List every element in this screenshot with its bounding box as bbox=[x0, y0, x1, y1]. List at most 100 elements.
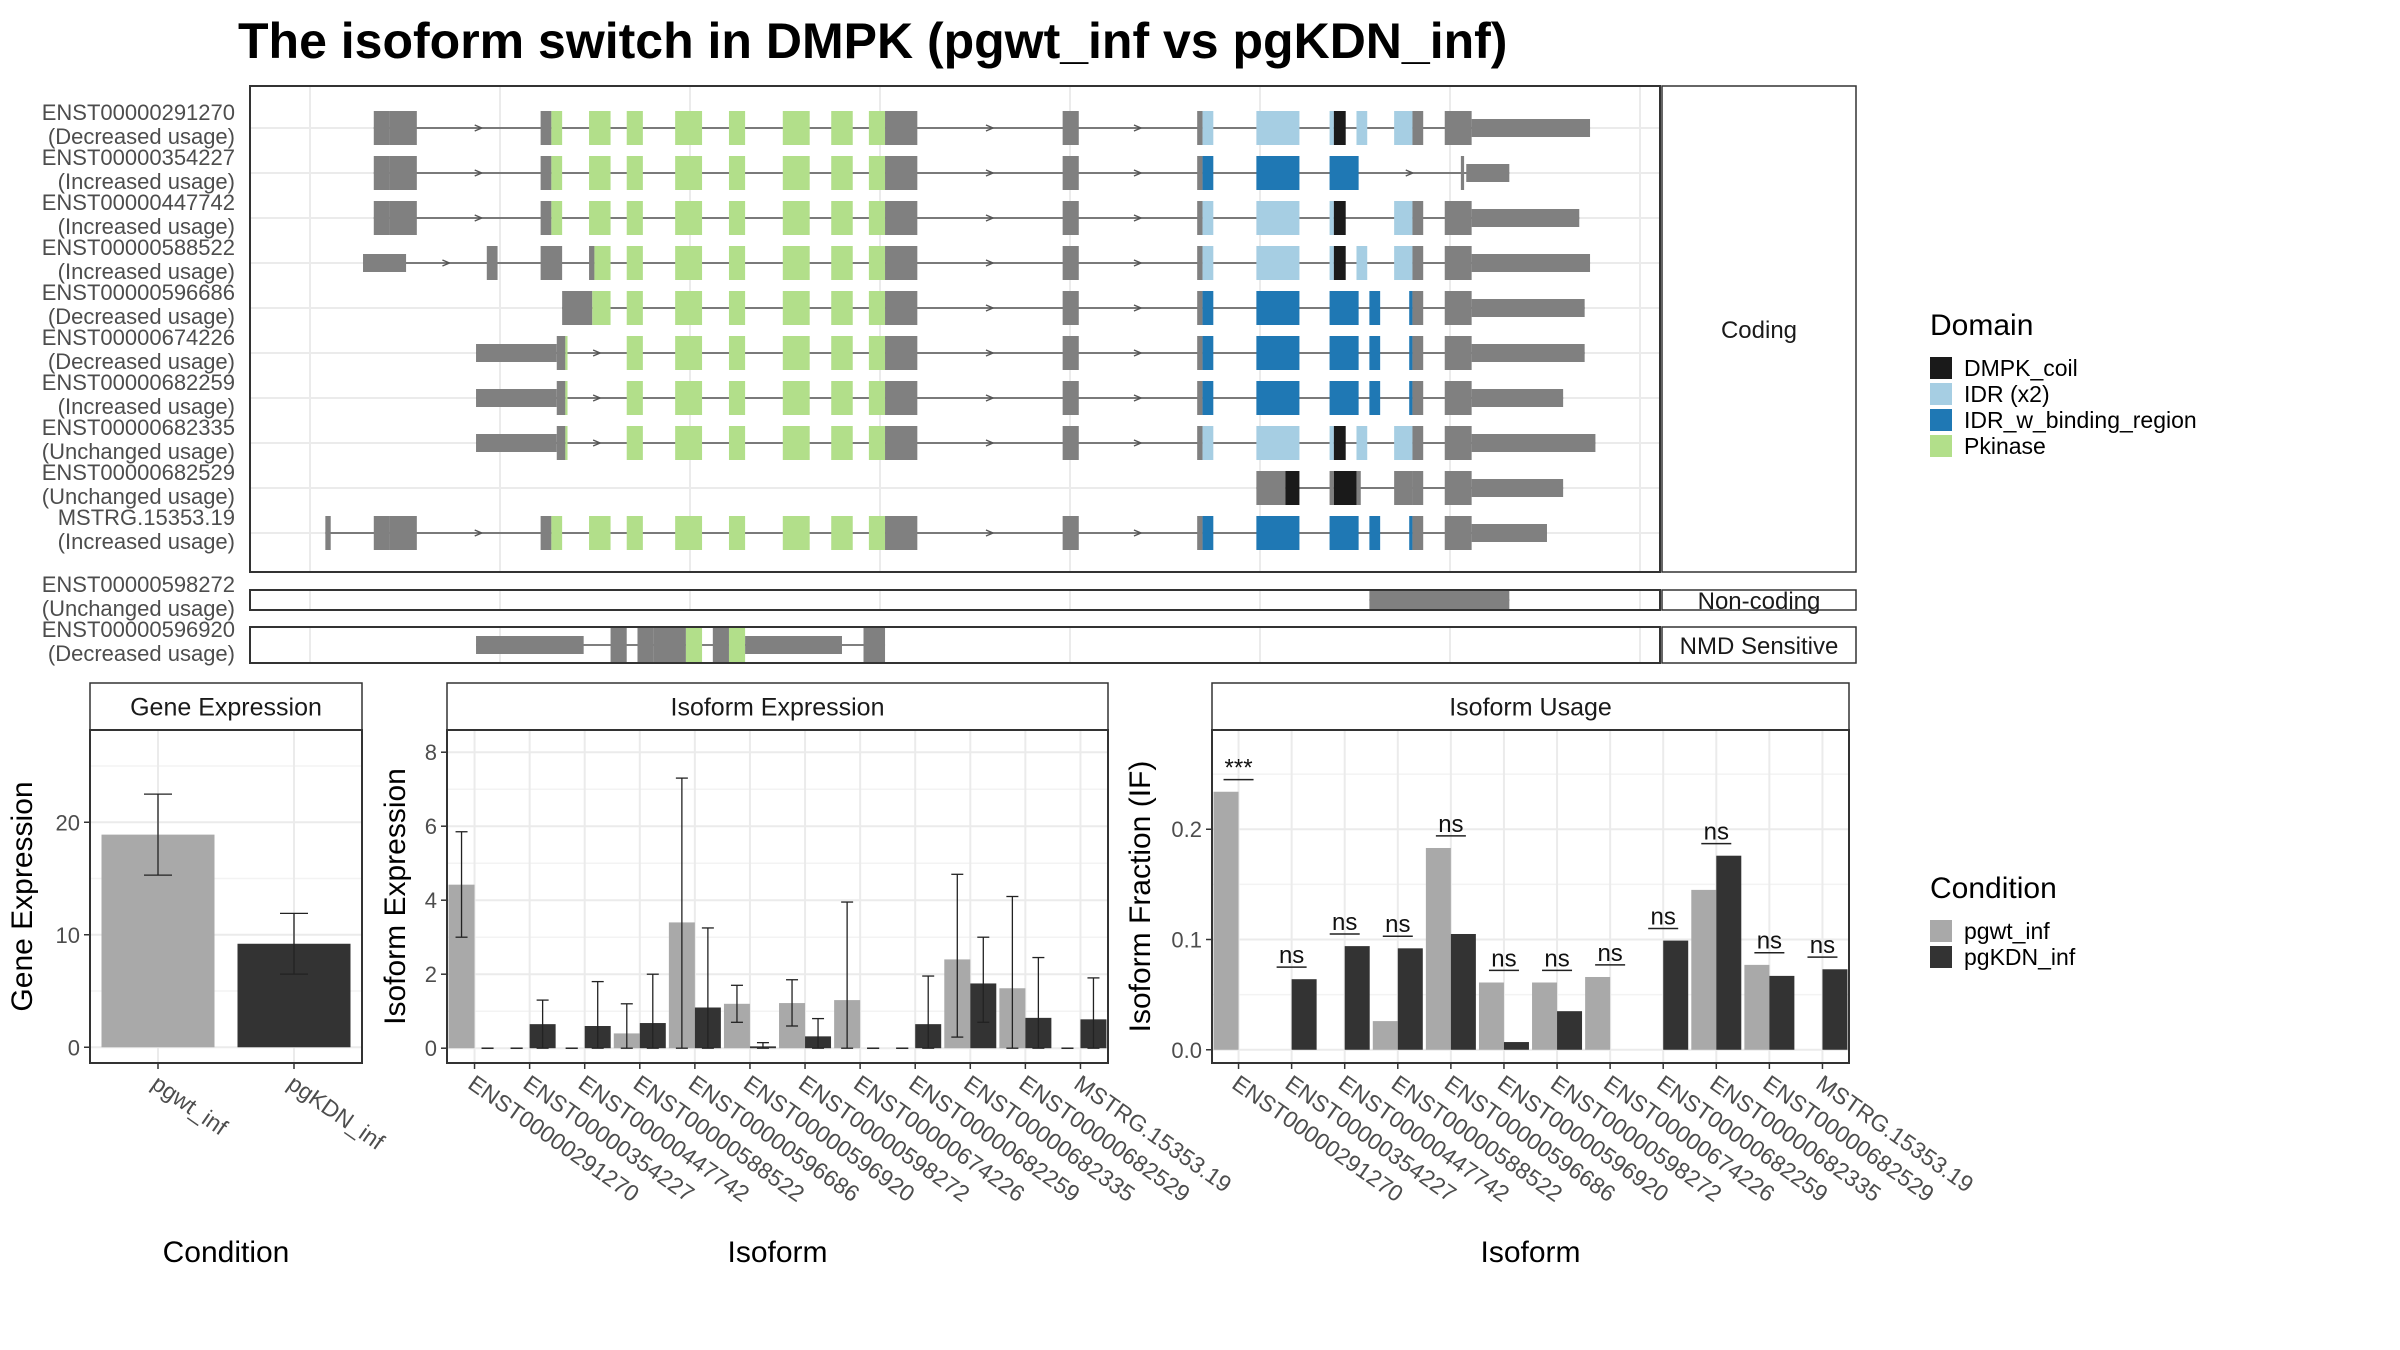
exon-block bbox=[885, 336, 918, 370]
exon-block bbox=[1197, 516, 1203, 550]
exon-block bbox=[476, 344, 557, 362]
exon-block bbox=[885, 291, 918, 325]
exon-block bbox=[1062, 291, 1079, 325]
legend-key bbox=[1930, 435, 1952, 457]
exon-block bbox=[1412, 381, 1424, 415]
significance-label: ns bbox=[1597, 940, 1622, 967]
intron-arrow bbox=[1405, 169, 1415, 177]
exon-block bbox=[1202, 201, 1214, 235]
exon-block bbox=[389, 156, 417, 190]
exon-block bbox=[1394, 246, 1413, 280]
transcript-usage-label: (Increased usage) bbox=[58, 529, 235, 554]
exon-block bbox=[728, 246, 746, 280]
exon-block bbox=[728, 291, 746, 325]
exon-block bbox=[1471, 524, 1547, 542]
transcript-ENST00000682335 bbox=[476, 426, 1596, 460]
panel-background bbox=[447, 730, 1108, 1063]
exon-block bbox=[728, 426, 746, 460]
legend-label: Pkinase bbox=[1964, 433, 2046, 459]
exon-block bbox=[885, 381, 918, 415]
exon-block bbox=[782, 246, 810, 280]
exon-block bbox=[589, 111, 611, 145]
exon-block bbox=[1202, 246, 1214, 280]
exon-block bbox=[1256, 201, 1300, 235]
legend-title: Domain bbox=[1930, 309, 2033, 342]
exon-block bbox=[1471, 254, 1591, 272]
exon-block bbox=[1356, 471, 1361, 505]
intron-arrow bbox=[1133, 124, 1143, 132]
bar bbox=[1397, 948, 1423, 1050]
exon-block bbox=[589, 516, 611, 550]
intron-arrow bbox=[1133, 439, 1143, 447]
exon-block bbox=[562, 291, 593, 325]
exon-block bbox=[868, 111, 886, 145]
bar bbox=[1450, 933, 1476, 1050]
exon-block bbox=[728, 628, 746, 662]
transcript-usage-label: (Decreased usage) bbox=[48, 124, 235, 149]
exon-block bbox=[540, 111, 552, 145]
intron-arrow bbox=[474, 169, 484, 177]
exon-block bbox=[1062, 156, 1079, 190]
exon-block bbox=[885, 201, 918, 235]
exon-block bbox=[685, 628, 703, 662]
exon-block bbox=[1062, 516, 1079, 550]
significance-label: ns bbox=[1651, 903, 1676, 930]
exon-block bbox=[831, 156, 853, 190]
exon-block bbox=[1412, 336, 1424, 370]
transcript-usage-label: (Decreased usage) bbox=[48, 641, 235, 666]
intron-arrow bbox=[474, 214, 484, 222]
exon-block bbox=[1471, 479, 1564, 497]
intron-arrow bbox=[985, 124, 995, 132]
exon-block bbox=[1329, 201, 1334, 235]
transcript-id-label: ENST00000447742 bbox=[42, 190, 235, 215]
intron-arrow bbox=[474, 124, 484, 132]
exon-block bbox=[589, 201, 611, 235]
exon-block bbox=[868, 336, 886, 370]
intron-arrow bbox=[1133, 349, 1143, 357]
y-tick-label: 0.2 bbox=[1171, 817, 1202, 842]
exon-block bbox=[1202, 156, 1214, 190]
significance-label: ns bbox=[1704, 819, 1729, 846]
exon-block bbox=[885, 246, 918, 280]
bar bbox=[1557, 1011, 1583, 1050]
exon-block bbox=[626, 426, 643, 460]
bar bbox=[1425, 847, 1451, 1050]
strip-box bbox=[1661, 626, 1857, 664]
exon-block bbox=[1333, 471, 1357, 505]
exon-block bbox=[675, 156, 703, 190]
legend-label: IDR (x2) bbox=[1964, 381, 2050, 407]
exon-block bbox=[476, 434, 557, 452]
exon-block bbox=[565, 426, 568, 460]
exon-block bbox=[1412, 516, 1424, 550]
exon-block bbox=[565, 336, 568, 370]
exon-block bbox=[551, 111, 563, 145]
transcript-id-label: ENST00000598272 bbox=[42, 572, 235, 597]
intron-arrow bbox=[1133, 169, 1143, 177]
exon-block bbox=[1285, 471, 1300, 505]
exon-block bbox=[675, 246, 703, 280]
panel-background bbox=[1212, 730, 1849, 1063]
x-tick-label: pgwt_inf bbox=[147, 1070, 233, 1141]
intron-arrow bbox=[1133, 304, 1143, 312]
transcript-id-label: ENST00000682259 bbox=[42, 370, 235, 395]
exon-block bbox=[1412, 246, 1424, 280]
exon-block bbox=[1202, 291, 1214, 325]
exon-block bbox=[1197, 336, 1203, 370]
exon-block bbox=[540, 156, 552, 190]
bar bbox=[1585, 976, 1611, 1050]
transcript-id-label: ENST00000354227 bbox=[42, 145, 235, 170]
exon-block bbox=[1369, 516, 1381, 550]
strip-box bbox=[1661, 589, 1857, 611]
y-axis-label: Isoform Expression bbox=[379, 768, 412, 1025]
exon-block bbox=[1409, 291, 1413, 325]
exon-block bbox=[782, 336, 810, 370]
y-tick-label: 0 bbox=[425, 1036, 437, 1061]
exon-block bbox=[1062, 201, 1079, 235]
exon-block bbox=[556, 336, 566, 370]
exon-block bbox=[610, 628, 627, 662]
intron-arrow bbox=[592, 394, 602, 402]
exon-block bbox=[551, 516, 563, 550]
exon-block bbox=[363, 254, 407, 272]
exon-block bbox=[540, 246, 563, 280]
legend-key bbox=[1930, 946, 1952, 968]
